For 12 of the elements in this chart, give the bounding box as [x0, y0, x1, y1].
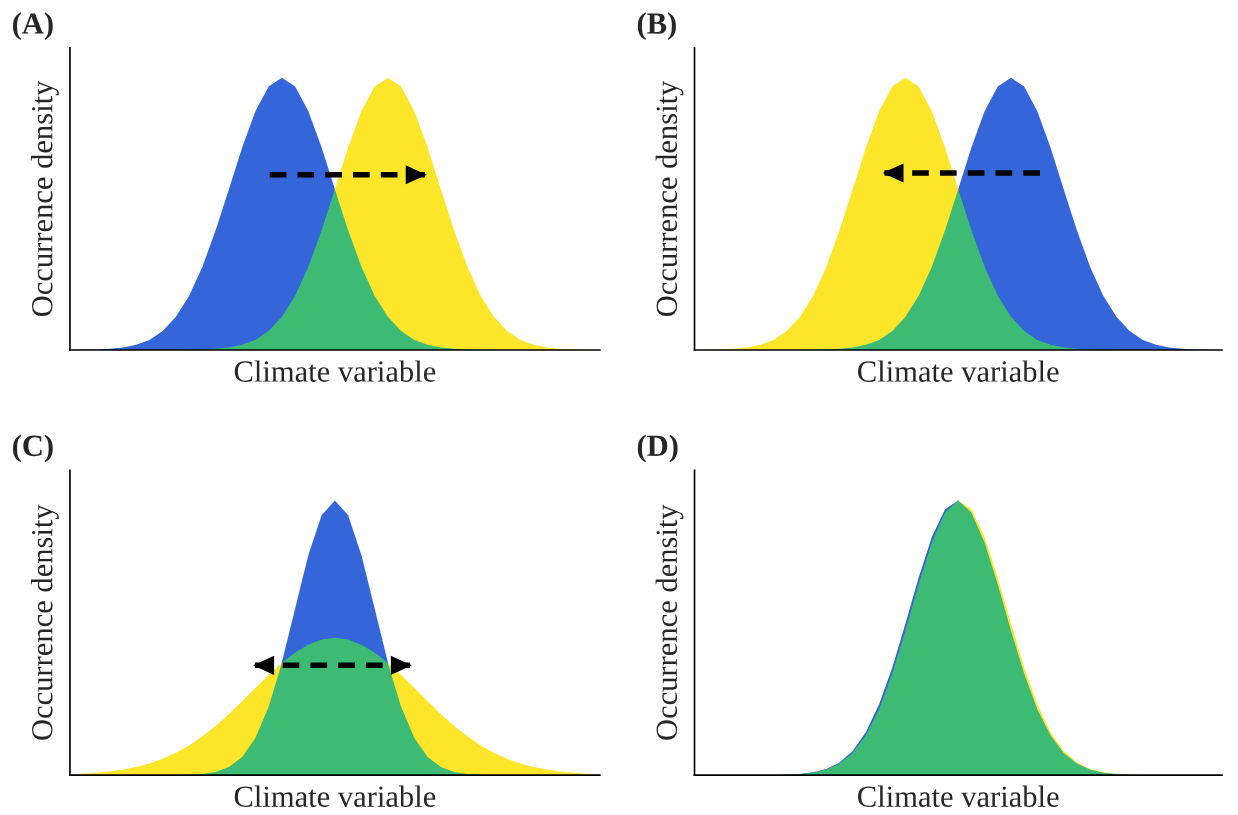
chart-title: (A)	[13, 12, 53, 41]
x-axis-title: Climate variable	[858, 360, 1059, 382]
x-axis-title: Climate variable	[858, 785, 1059, 807]
chart-title: (C)	[13, 434, 53, 463]
y-axis-title: Occurrence density	[31, 80, 59, 317]
y-axis-title: Occurrence density	[655, 80, 684, 317]
x-axis-title: Climate variable	[234, 785, 436, 807]
chart-title: (B)	[637, 12, 676, 41]
y-axis-title: Occurrence density	[655, 504, 684, 740]
y-axis-title: Occurrence density	[31, 504, 59, 740]
chart-title: (D)	[637, 434, 678, 463]
x-axis-title: Climate variable	[234, 360, 436, 382]
